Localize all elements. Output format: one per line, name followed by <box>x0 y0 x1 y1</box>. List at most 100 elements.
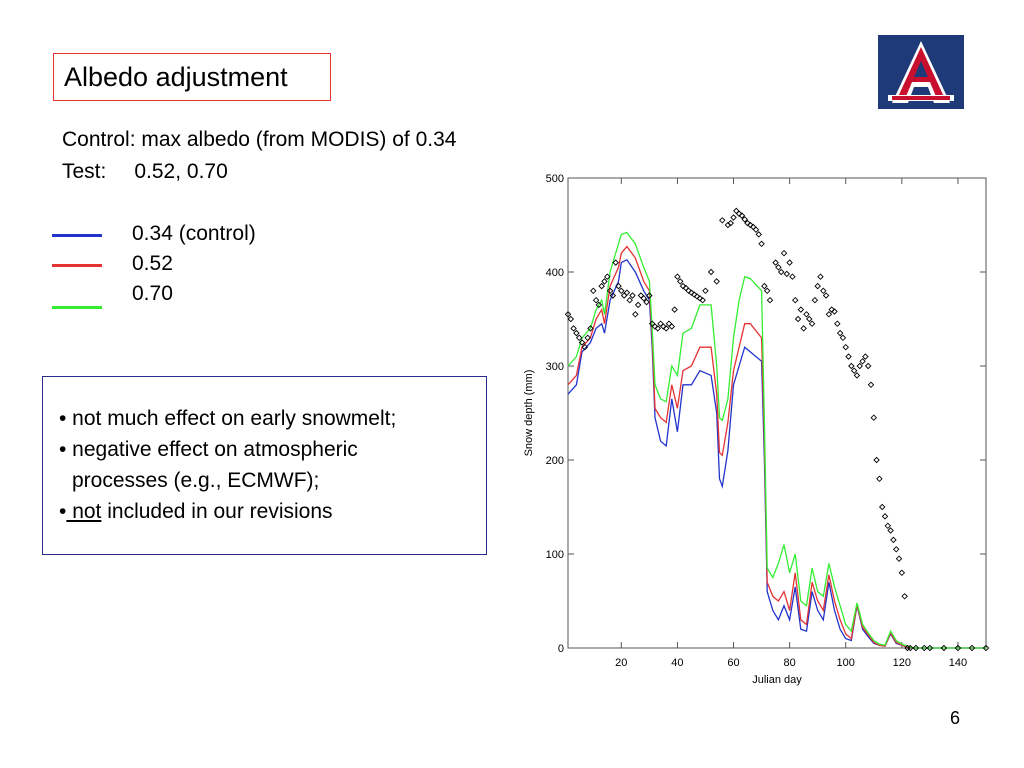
observation-point <box>777 268 785 276</box>
observation-point <box>747 221 754 229</box>
observation-point <box>954 644 962 652</box>
y-tick-label: 400 <box>546 267 564 279</box>
y-tick-label: 300 <box>546 361 564 373</box>
observation-point <box>632 311 639 318</box>
observation-point <box>780 249 788 257</box>
observation-point <box>820 287 827 295</box>
observation-point <box>845 353 852 360</box>
observation-point <box>738 212 746 219</box>
observation-point <box>884 522 892 530</box>
observation-point <box>573 329 580 337</box>
observation-point <box>587 325 594 332</box>
note-bullet: • <box>59 500 67 523</box>
observation-point <box>618 287 625 295</box>
observation-point <box>870 414 878 421</box>
observation-point <box>671 306 678 313</box>
observation-point <box>595 301 603 309</box>
observation-point <box>623 289 631 296</box>
observation-point <box>662 325 670 332</box>
observation-point <box>803 311 810 318</box>
legend-label: 0.52 <box>132 252 173 275</box>
legend-swatch-blue <box>52 234 102 237</box>
x-tick-label: 120 <box>893 657 911 669</box>
observation-point <box>606 287 614 295</box>
observation-point <box>651 323 659 330</box>
x-tick-label: 20 <box>615 657 627 669</box>
observation-point <box>719 217 726 224</box>
observation-point <box>679 282 687 290</box>
observation-point <box>850 367 858 374</box>
observation-point <box>825 311 833 318</box>
test-label: Test: <box>62 160 107 183</box>
observation-point <box>839 334 847 342</box>
y-tick-label: 200 <box>546 455 564 467</box>
x-tick-label: 60 <box>727 657 739 669</box>
observation-point <box>789 273 796 280</box>
observation-point <box>864 362 872 370</box>
plot-frame <box>567 177 987 649</box>
observation-point <box>926 644 934 652</box>
observation-point <box>822 292 830 299</box>
y-axis-label: Snow depth (mm) <box>523 370 535 457</box>
note-line: • negative effect on atmospheric <box>59 438 358 461</box>
observation-point <box>564 311 572 318</box>
observation-point <box>702 287 709 295</box>
series-line-1 <box>567 245 986 649</box>
observation-point <box>730 214 737 221</box>
observation-point <box>567 315 575 323</box>
observation-point <box>940 644 948 652</box>
observation-point <box>859 358 866 365</box>
observation-point <box>601 278 608 285</box>
observation-point <box>581 343 589 351</box>
x-tick-label: 80 <box>783 657 795 669</box>
observation-point <box>786 259 793 266</box>
observation-point <box>878 503 886 511</box>
observation-point <box>873 456 880 464</box>
observation-point <box>693 293 701 300</box>
notes-box: • not much effect on early snowmelt; • n… <box>42 376 487 555</box>
observation-point <box>887 527 894 534</box>
observation-point <box>660 323 667 330</box>
observation-point <box>570 325 577 332</box>
x-axis-label: Julian day <box>752 674 802 686</box>
observation-point <box>674 273 681 280</box>
legend-swatch-green <box>52 306 102 309</box>
observation-point <box>775 264 782 271</box>
note-line: processes (e.g., ECMWF); <box>72 469 320 492</box>
observation-point <box>895 555 903 562</box>
page-number: 6 <box>949 708 960 728</box>
observation-point <box>831 308 838 315</box>
observation-point <box>862 353 869 360</box>
observation-point <box>752 226 760 233</box>
observation-point <box>609 292 617 299</box>
observation-point <box>921 644 928 652</box>
observation-point <box>834 320 841 327</box>
observation-point <box>856 362 863 370</box>
observation-point <box>654 325 662 332</box>
x-tick-label: 40 <box>671 657 683 669</box>
observation-point <box>808 320 816 327</box>
observation-point <box>744 219 751 227</box>
observation-point <box>772 259 779 266</box>
observation-point <box>696 295 704 302</box>
legend-swatch-red <box>52 264 102 267</box>
observation-point <box>791 296 799 304</box>
observation-point <box>814 282 821 290</box>
observation-point <box>688 289 695 296</box>
note-underlined-word: not <box>66 500 102 523</box>
legend-label: 0.70 <box>132 282 173 305</box>
observation-point <box>598 282 605 290</box>
note-line: • not included in our revisions <box>59 496 486 527</box>
observation-point <box>968 644 976 652</box>
observation-point <box>797 306 805 313</box>
control-description: Control: max albedo (from MODIS) of 0.34 <box>62 128 457 151</box>
observation-point <box>629 292 636 299</box>
slide-title: Albedo adjustment <box>53 53 331 101</box>
observation-point <box>806 315 813 323</box>
observation-point <box>842 343 849 351</box>
observation-point <box>634 301 642 309</box>
observation-point <box>800 325 807 332</box>
observation-point <box>575 334 583 342</box>
test-description: Test: 0.52, 0.70 <box>62 160 228 184</box>
observation-point <box>640 295 647 302</box>
